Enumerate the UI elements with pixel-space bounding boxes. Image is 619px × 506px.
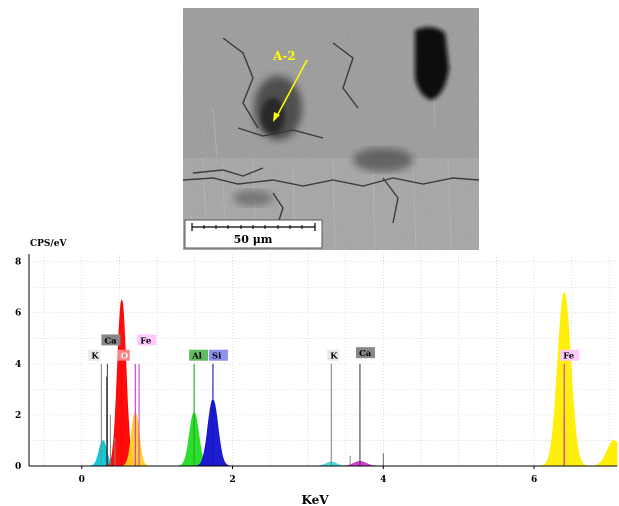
y-tick-label: 2	[15, 411, 21, 421]
eds-spectrum-chart: CPS/eV K Ca O Fe Al Si K Ca Fe 0 2 4 6 8 0 2 4 6 KeV	[15, 239, 618, 506]
y-tick-label: 8	[15, 258, 21, 268]
point-arrowhead	[273, 112, 280, 122]
y-axis-label: CPS/eV	[30, 239, 67, 249]
x-tick-label: 2	[229, 475, 235, 485]
y-tick-label: 0	[15, 462, 21, 472]
marker-label-box	[355, 347, 375, 359]
marker-label-si: Si	[208, 349, 228, 362]
element-markers: K Ca O Fe Al Si K Ca Fe	[88, 334, 580, 466]
x-tick-label: 0	[79, 475, 85, 485]
marker-label-k: K	[88, 349, 101, 362]
marker-label-al: Al	[189, 349, 209, 362]
marker-label-k: K	[327, 349, 340, 362]
marker-label-box	[88, 349, 101, 361]
x-tick-label: 6	[531, 475, 537, 485]
marker-label-text: Ca	[104, 336, 117, 346]
marker-label-box	[189, 349, 209, 361]
point-label: A-2	[272, 49, 296, 63]
tick-labels: 0 2 4 6 8 0 2 4 6	[15, 258, 537, 485]
marker-label-box	[137, 334, 157, 346]
sem-micrograph: A-2 50 μm	[183, 8, 479, 250]
marker-label-ca: Ca	[101, 334, 121, 346]
marker-label-ca: Ca	[355, 347, 375, 359]
marker-label-box	[117, 349, 130, 361]
scale-bar-label: 50 μm	[234, 233, 273, 246]
x-tick-label: 4	[380, 475, 386, 485]
marker-label-text: O	[121, 352, 129, 362]
marker-label-text: Fe	[563, 352, 575, 362]
marker-label-text: Ca	[359, 349, 372, 359]
marker-label-box	[327, 349, 340, 361]
chart-axes	[28, 254, 617, 467]
marker-label-fe: Fe	[560, 349, 580, 362]
marker-label-o: O	[117, 349, 130, 362]
scale-bar-box	[184, 219, 323, 249]
y-tick-label: 6	[15, 309, 21, 319]
y-tick-label: 4	[15, 360, 21, 370]
marker-label-box	[560, 349, 580, 361]
point-arrow	[276, 59, 308, 117]
marker-label-box	[101, 334, 121, 346]
marker-label-text: K	[91, 352, 99, 362]
marker-label-text: K	[330, 352, 338, 362]
marker-label-text: Fe	[140, 336, 152, 346]
marker-label-text: Al	[191, 352, 203, 362]
x-axis-label: KeV	[301, 493, 329, 506]
marker-label-text: Si	[212, 352, 222, 362]
peak-fe	[586, 440, 618, 467]
marker-label-fe: Fe	[137, 334, 157, 346]
marker-label-box	[208, 349, 228, 361]
